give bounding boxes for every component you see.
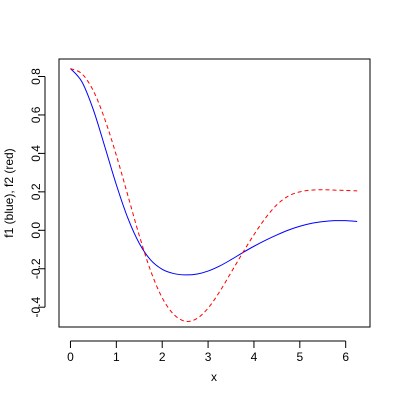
x-tick-label: 1 [113, 350, 120, 364]
series-line-f1 [70, 68, 358, 276]
series-line-f2 [70, 68, 358, 322]
plot-frame [58, 58, 371, 328]
y-tick-label: 0.6 [29, 106, 43, 123]
x-axis-title: x [211, 370, 217, 384]
y-axis-title: f1 (blue), f2 (red) [2, 148, 16, 237]
x-tick-label: 6 [342, 350, 349, 364]
x-tick-label: 3 [205, 350, 212, 364]
series-layer [70, 68, 358, 322]
y-tick-label: 0.8 [29, 68, 43, 85]
x-tick-label: 5 [296, 350, 303, 364]
y-tick-label: 0.2 [29, 183, 43, 200]
x-tick-label: 2 [159, 350, 166, 364]
x-tick-label: 4 [251, 350, 258, 364]
x-tick-label: 0 [67, 350, 74, 364]
y-tick-label: 0.4 [29, 145, 43, 162]
y-tick-label: 0.0 [29, 222, 43, 239]
y-tick-label: -0.4 [29, 297, 43, 318]
y-axis: -0.4 -0.2 0.0 0.2 0.4 0.6 0.8 [29, 68, 46, 318]
y-tick-label: -0.2 [29, 258, 43, 279]
x-axis: 0 1 2 3 4 5 6 [67, 340, 349, 364]
